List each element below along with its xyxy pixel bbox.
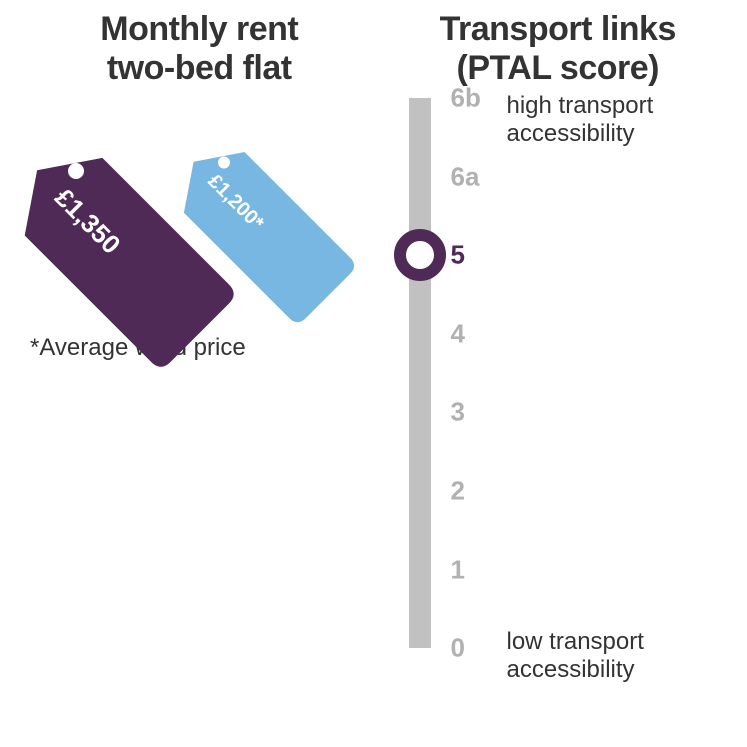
ptal-scale: high transport accessibility low transpo… bbox=[379, 98, 738, 658]
ptal-tick-6a: 6a bbox=[451, 161, 480, 192]
ptal-tick-1: 1 bbox=[451, 554, 465, 585]
ptal-desc-low: low transport accessibility bbox=[507, 628, 727, 683]
ptal-tick-5: 5 bbox=[451, 240, 465, 271]
ptal-marker bbox=[394, 229, 446, 281]
ptal-desc-high: high transport accessibility bbox=[507, 92, 727, 147]
rent-title-line2: two-bed flat bbox=[107, 49, 292, 87]
infographic-root: Monthly rent two-bed flat £1,350 £1,200*… bbox=[0, 0, 747, 747]
ptal-panel: Transport links (PTAL score) high transp… bbox=[379, 10, 738, 737]
ptal-tick-0: 0 bbox=[451, 633, 465, 664]
ptal-tick-2: 2 bbox=[451, 476, 465, 507]
rent-title-line1: Monthly rent bbox=[100, 10, 298, 48]
ptal-title: Transport links (PTAL score) bbox=[379, 10, 738, 88]
ptal-title-line1: Transport links bbox=[440, 10, 676, 48]
ptal-title-line2: (PTAL score) bbox=[457, 49, 659, 87]
rent-title: Monthly rent two-bed flat bbox=[20, 10, 379, 88]
price-tags: £1,350 £1,200* bbox=[20, 98, 379, 328]
ptal-track bbox=[409, 98, 431, 648]
ward-price-footnote: *Average ward price bbox=[30, 334, 379, 362]
ptal-tick-4: 4 bbox=[451, 318, 465, 349]
rent-panel: Monthly rent two-bed flat £1,350 £1,200*… bbox=[20, 10, 379, 737]
ptal-tick-6b: 6b bbox=[451, 83, 481, 114]
ptal-tick-3: 3 bbox=[451, 397, 465, 428]
